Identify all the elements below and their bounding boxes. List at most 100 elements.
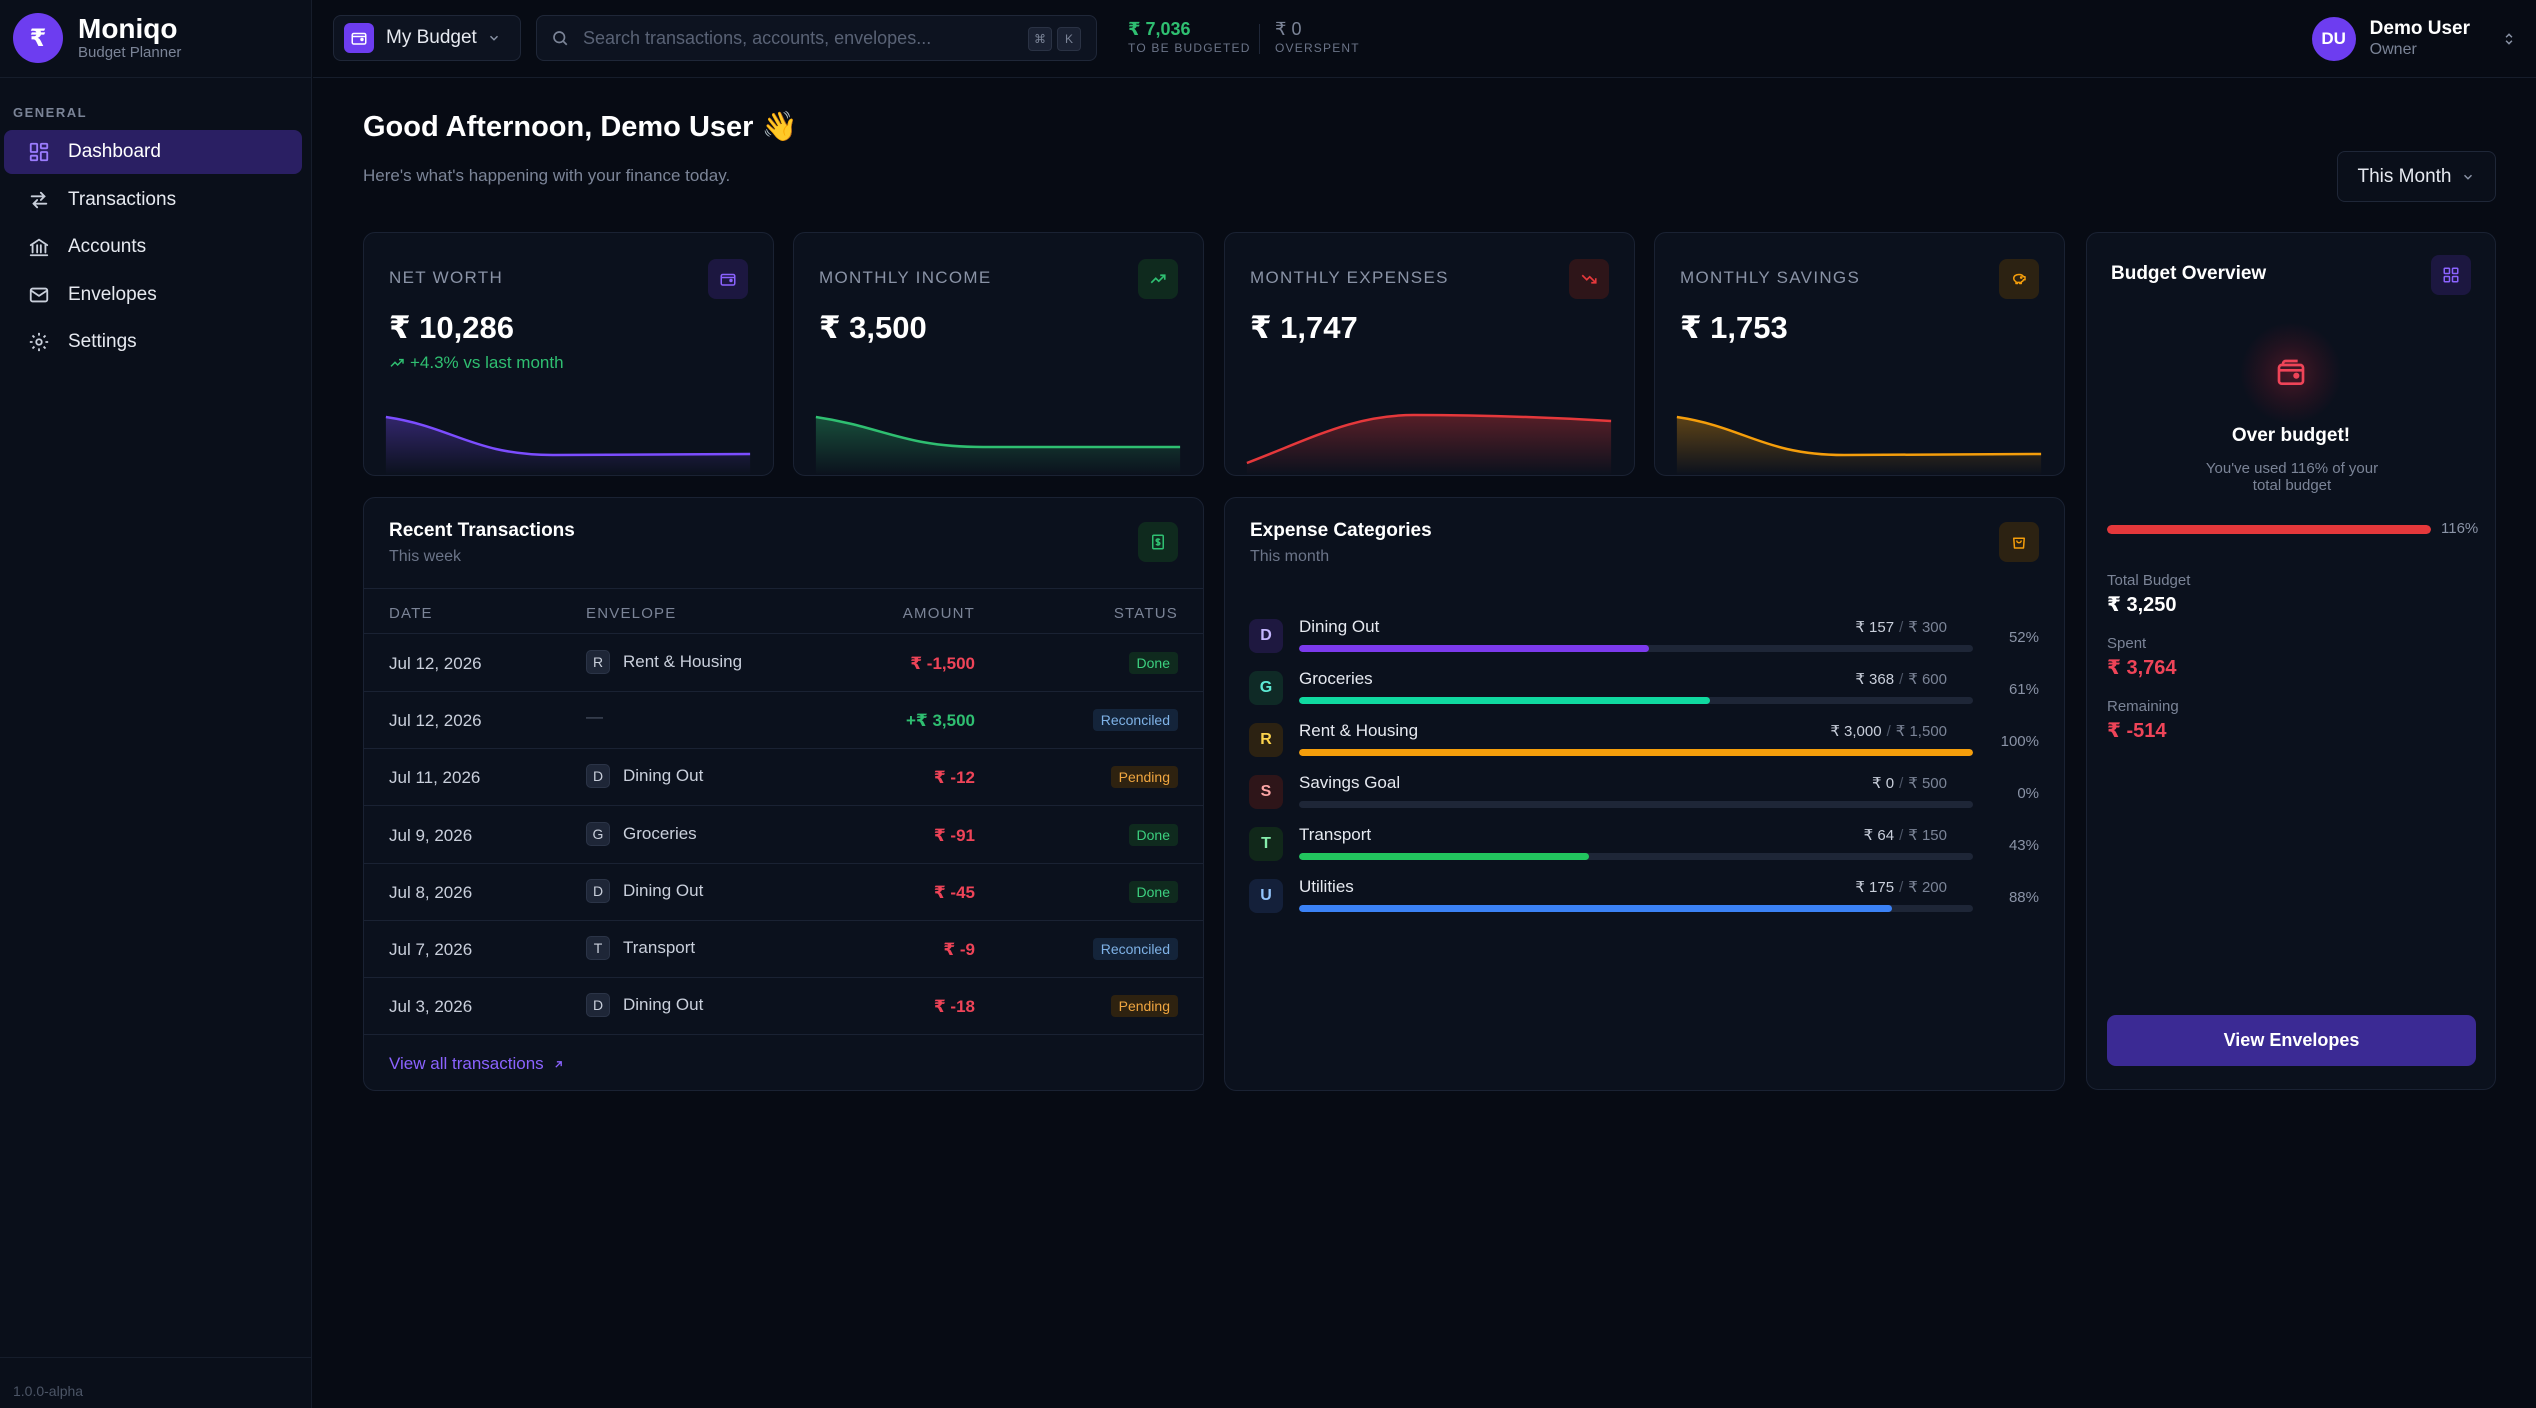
- sidebar-item-settings[interactable]: Settings: [4, 320, 302, 364]
- divider: [0, 1357, 312, 1358]
- table-row[interactable]: Jul 11, 2026 D Dining Out ₹ -12 Pending: [364, 749, 1203, 807]
- envelope-name: —: [586, 707, 603, 727]
- category-row[interactable]: U Utilities ₹ 175/₹ 200 88%: [1249, 875, 2039, 927]
- user-menu[interactable]: DU Demo User Owner: [2311, 0, 2536, 78]
- separator: /: [1899, 671, 1904, 688]
- view-all-transactions-link[interactable]: View all transactions: [389, 1054, 565, 1074]
- category-name: Savings Goal: [1299, 773, 1401, 792]
- category-name: Transport: [1299, 825, 1372, 844]
- table-row[interactable]: Jul 8, 2026 D Dining Out ₹ -45 Done: [364, 864, 1203, 921]
- sparkline-monthly-income: [815, 415, 1181, 475]
- category-name: Rent & Housing: [1299, 721, 1419, 740]
- sparkline-net-worth: [385, 415, 751, 475]
- envelope-badge: D: [586, 993, 610, 1018]
- wallet-icon: [708, 259, 748, 299]
- gear-icon: [28, 331, 50, 353]
- user-name: Demo User: [2369, 18, 2470, 39]
- transaction-envelope: T Transport: [586, 936, 695, 960]
- overspent-label: OVERSPENT: [1275, 41, 1360, 55]
- sidebar-item-dashboard[interactable]: Dashboard: [4, 130, 302, 174]
- period-selector-label: This Month: [2357, 165, 2452, 187]
- category-progress-fill: [1299, 697, 1711, 704]
- recent-transactions-subtitle: This week: [389, 548, 462, 565]
- category-amount: ₹ 64/₹ 150: [1864, 826, 1947, 844]
- category-badge: S: [1249, 775, 1283, 809]
- category-row[interactable]: R Rent & Housing ₹ 3,000/₹ 1,500 100%: [1249, 719, 2039, 771]
- grid-icon[interactable]: [2431, 255, 2471, 295]
- stat-card-monthly-income: MONTHLY INCOME ₹ 3,500: [793, 232, 1204, 476]
- table-row[interactable]: Jul 12, 2026 — +₹ 3,500 Reconciled: [364, 692, 1203, 750]
- search-box[interactable]: ⌘ K: [536, 15, 1097, 61]
- envelope-badge: R: [586, 650, 610, 674]
- transaction-envelope: G Groceries: [586, 821, 697, 846]
- envelope-name: Dining Out: [623, 880, 704, 900]
- column-header-amount: AMOUNT: [902, 605, 975, 622]
- transaction-date: Jul 12, 2026: [389, 654, 482, 673]
- brand[interactable]: ₹ Moniqo Budget Planner: [13, 12, 181, 64]
- piggy-bank-icon: [1999, 259, 2039, 299]
- receipt-icon[interactable]: [1138, 522, 1178, 562]
- stat-card-monthly-savings: MONTHLY SAVINGS ₹ 1,753: [1654, 232, 2065, 476]
- stat-card-title: MONTHLY SAVINGS: [1680, 268, 1861, 287]
- transaction-amount: ₹ -9: [943, 940, 975, 959]
- sparkline-monthly-expenses: [1246, 413, 1612, 475]
- user-role: Owner: [2369, 41, 2417, 58]
- sidebar-item-envelopes[interactable]: Envelopes: [4, 273, 302, 317]
- search-input[interactable]: [583, 27, 1023, 49]
- transaction-date: Jul 7, 2026: [389, 940, 473, 959]
- budget-selector[interactable]: My Budget: [333, 15, 521, 61]
- budget-progress-fill: [2107, 525, 2431, 534]
- view-envelopes-button[interactable]: View Envelopes: [2107, 1015, 2476, 1066]
- shopping-bag-icon[interactable]: [1999, 522, 2039, 562]
- transaction-amount: ₹ -1,500: [910, 654, 975, 673]
- overspent-value: ₹ 0: [1275, 19, 1302, 39]
- envelope-badge: T: [586, 936, 610, 960]
- table-row[interactable]: Jul 12, 2026 R Rent & Housing ₹ -1,500 Done: [364, 635, 1203, 692]
- kbd-command-key: ⌘: [1028, 27, 1052, 51]
- trend-down-icon: [1569, 259, 1609, 299]
- category-progress-fill: [1299, 749, 1973, 756]
- table-row[interactable]: Jul 3, 2026 D Dining Out ₹ -18 Pending: [364, 978, 1203, 1036]
- category-spent: ₹ 64: [1863, 827, 1895, 844]
- category-row[interactable]: S Savings Goal ₹ 0/₹ 500 0%: [1249, 771, 2039, 823]
- status-badge: Reconciled: [1092, 709, 1178, 732]
- stat-card-change-text: +4.3% vs last month: [410, 353, 564, 372]
- sidebar-item-label: Transactions: [68, 188, 177, 210]
- category-amount: ₹ 368/₹ 600: [1855, 670, 1947, 688]
- envelope-name: Dining Out: [623, 995, 704, 1015]
- status-badge: Done: [1128, 880, 1178, 903]
- kbd-k-key: K: [1057, 27, 1081, 51]
- spent-label: Spent: [2107, 635, 2147, 652]
- category-row[interactable]: D Dining Out ₹ 157/₹ 300 52%: [1249, 615, 2039, 667]
- category-limit: ₹ 600: [1908, 671, 1947, 688]
- category-percent: 0%: [2017, 785, 2039, 802]
- sidebar-item-label: Accounts: [68, 236, 147, 257]
- brand-subtitle: Budget Planner: [78, 44, 182, 61]
- remaining-label: Remaining: [2107, 698, 2179, 715]
- period-selector[interactable]: This Month: [2337, 151, 2496, 202]
- category-limit: ₹ 200: [1908, 879, 1947, 896]
- stat-card-value: ₹ 10,286: [389, 310, 514, 345]
- category-amount: ₹ 0/₹ 500: [1872, 774, 1947, 792]
- category-limit: ₹ 150: [1908, 827, 1947, 844]
- transaction-amount: ₹ -91: [933, 825, 975, 845]
- category-row[interactable]: G Groceries ₹ 368/₹ 600 61%: [1249, 667, 2039, 719]
- recent-transactions-title: Recent Transactions: [389, 520, 575, 541]
- status-badge: Reconciled: [1092, 938, 1178, 960]
- status-badge: Done: [1128, 652, 1178, 674]
- stat-card-title: NET WORTH: [389, 268, 504, 287]
- sidebar-item-transactions[interactable]: Transactions: [4, 178, 302, 222]
- category-spent: ₹ 157: [1855, 619, 1895, 636]
- table-row[interactable]: Jul 7, 2026 T Transport ₹ -9 Reconciled: [364, 921, 1203, 978]
- category-row[interactable]: T Transport ₹ 64/₹ 150 43%: [1249, 823, 2039, 875]
- sidebar-item-accounts[interactable]: Accounts: [4, 225, 302, 269]
- to-be-budgeted-value: ₹ 7,036: [1128, 19, 1191, 39]
- category-spent: ₹ 368: [1855, 671, 1895, 688]
- remaining-value: ₹ -514: [2107, 720, 2167, 742]
- page-title: Good Afternoon, Demo User 👋: [363, 111, 798, 143]
- envelope-name: Dining Out: [623, 766, 704, 786]
- table-row[interactable]: Jul 9, 2026 G Groceries ₹ -91 Done: [364, 807, 1203, 864]
- column-header-envelope: ENVELOPE: [586, 605, 677, 622]
- envelope-badge: D: [586, 878, 610, 903]
- category-badge: U: [1249, 879, 1283, 913]
